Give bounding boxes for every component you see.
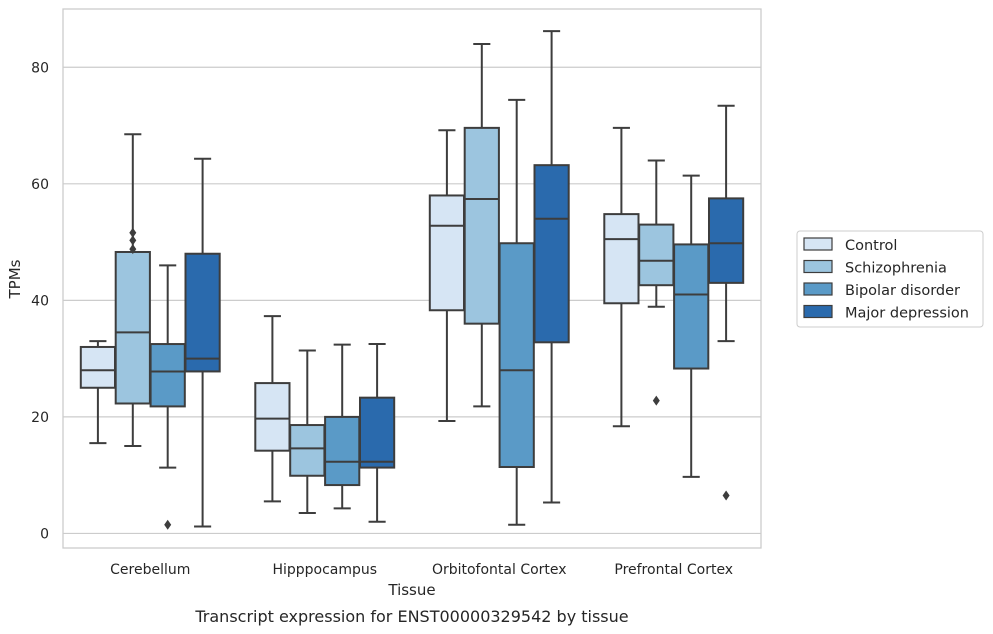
box-element (498, 98, 535, 526)
chart-caption: Transcript expression for ENST0000032954… (194, 607, 628, 626)
box-element (184, 157, 221, 528)
box-body (358, 396, 396, 469)
outlier-point (129, 235, 137, 246)
box-body (79, 345, 117, 389)
box-element (114, 133, 151, 448)
series-schizophrenia (114, 42, 675, 515)
outlier-point (129, 227, 137, 238)
box-body (603, 213, 640, 305)
box-body (638, 223, 675, 287)
series-major-depression (184, 30, 745, 528)
legend-swatch (803, 237, 833, 251)
box-body (114, 250, 151, 405)
y-tick-label: 20 (31, 410, 49, 426)
box-body (184, 252, 221, 373)
y-axis-label: TPMs (6, 259, 24, 299)
box-element (673, 174, 710, 478)
box-body (428, 194, 466, 312)
x-axis-ticks: Cerebellum Hipppocampus Orbitofontal Corte… (110, 562, 733, 578)
legend-swatch (803, 304, 833, 319)
x-tick-label: Prefrontal Cortex (614, 562, 733, 578)
outlier-point (652, 395, 660, 406)
box-element (324, 343, 361, 510)
x-axis-label: Tissue (387, 581, 435, 599)
box-element (149, 264, 186, 530)
legend-label: Control (845, 238, 897, 254)
legend-label: Bipolar disorder (845, 283, 960, 299)
series-bipolar-disorder (149, 98, 710, 530)
box-element (358, 343, 396, 523)
box-body (498, 242, 535, 469)
legend-label: Major depression (845, 306, 969, 322)
y-axis-ticks: 0 20 40 60 80 (31, 60, 49, 542)
box-element (603, 126, 640, 428)
box-element (79, 340, 117, 445)
legend-label: Schizophrenia (845, 261, 947, 277)
y-tick-label: 0 (40, 526, 49, 542)
box-element (289, 349, 326, 515)
box-body (533, 164, 570, 344)
box-body (254, 382, 291, 452)
box-element (533, 30, 570, 504)
box-body (707, 197, 745, 284)
x-tick-label: Orbitofontal Cortex (432, 562, 567, 578)
box-element (707, 104, 745, 501)
y-tick-label: 40 (31, 293, 49, 309)
legend-swatch (803, 259, 833, 274)
y-tick-label: 80 (31, 60, 49, 76)
legend-swatch (803, 282, 833, 296)
box-element (463, 42, 500, 408)
grid-lines (63, 66, 761, 535)
plot-frame (62, 8, 762, 549)
outlier-point (722, 490, 730, 501)
box-body (289, 424, 326, 477)
legend: Control Schizophrenia Bipolar disorder Majo… (796, 230, 984, 328)
legend-frame (796, 230, 984, 328)
box-body (149, 343, 186, 408)
plot-series (79, 30, 745, 530)
box-element (428, 129, 466, 422)
box-element (638, 159, 675, 406)
x-tick-label: Cerebellum (110, 562, 190, 578)
box-body (463, 126, 500, 325)
outlier-point (129, 244, 137, 255)
y-tick-label: 60 (31, 177, 49, 193)
outlier-point (164, 519, 172, 530)
box-element (254, 315, 291, 503)
box-body (324, 415, 361, 487)
box-body (673, 243, 710, 370)
x-tick-label: Hipppocampus (272, 562, 377, 578)
